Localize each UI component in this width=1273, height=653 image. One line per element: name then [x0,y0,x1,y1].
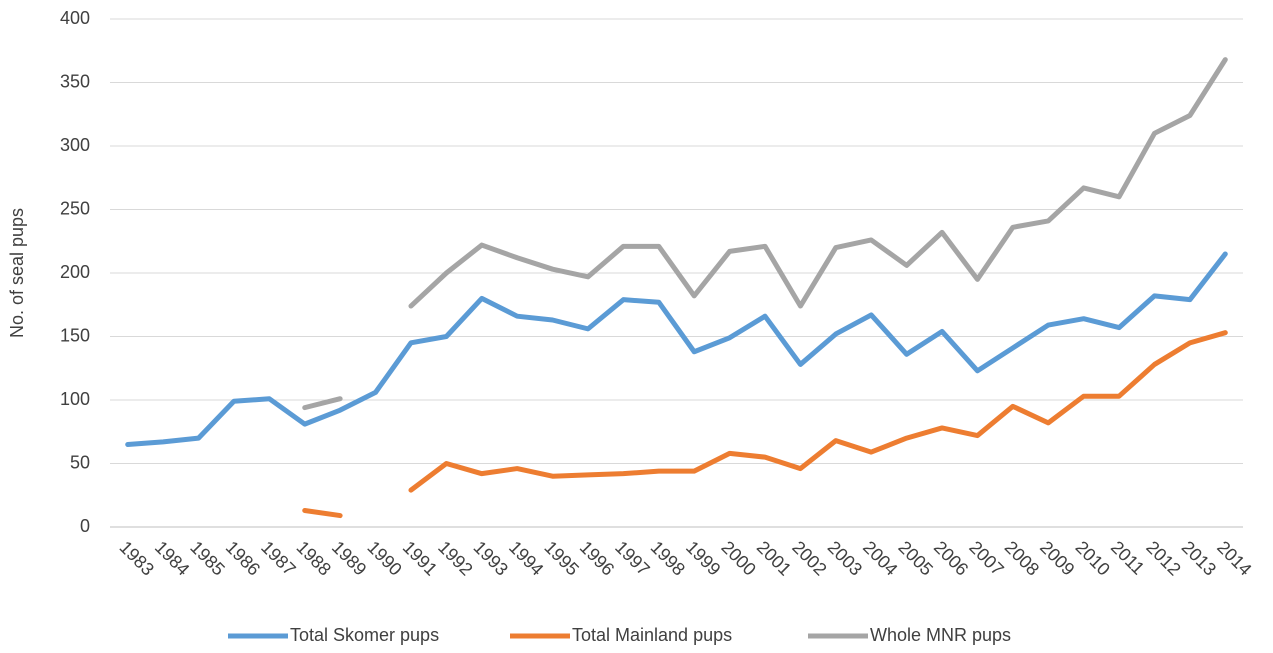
series-line [125,251,1228,447]
y-tick-label: 50 [70,452,90,472]
x-tick-label: 2013 [1178,537,1220,579]
x-tick-label: 1991 [399,537,441,579]
legend-label: Total Mainland pups [572,625,732,645]
y-axis-label: No. of seal pups [7,208,27,338]
series-line [408,330,1228,493]
x-tick-label: 1996 [576,537,618,579]
x-tick-label: 1995 [540,537,582,579]
x-tick-label: 1997 [611,537,653,579]
series-line [302,507,343,519]
legend-label: Whole MNR pups [870,625,1011,645]
x-tick-label: 1986 [222,537,264,579]
x-tick-label: 2003 [824,537,866,579]
x-tick-label: 2011 [1107,537,1149,579]
x-tick-label: 2012 [1142,537,1184,579]
x-tick-label: 1988 [293,537,335,579]
x-tick-label: 1990 [363,537,405,579]
x-tick-label: 1993 [470,537,512,579]
x-tick-label: 1999 [682,537,724,579]
x-tick-label: 1984 [151,537,193,579]
x-tick-label: 1992 [434,537,476,579]
series-line [302,396,343,411]
y-tick-label: 0 [80,516,90,536]
y-tick-label: 300 [60,135,90,155]
x-tick-label: 2009 [1036,537,1078,579]
x-tick-label: 1989 [328,537,370,579]
x-tick-label: 2002 [788,537,830,579]
y-tick-label: 400 [60,8,90,28]
x-tick-label: 2001 [753,537,795,579]
legend-label: Total Skomer pups [290,625,439,645]
x-tick-label: 1985 [186,537,228,579]
y-tick-label: 200 [60,262,90,282]
x-tick-label: 1987 [257,537,299,579]
x-tick-label: 1983 [116,537,158,579]
x-tick-label: 2006 [930,537,972,579]
x-tick-label: 2000 [717,537,759,579]
y-tick-label: 250 [60,198,90,218]
x-tick-label: 2007 [965,537,1007,579]
x-tick-label: 2005 [894,537,936,579]
x-tick-label: 2004 [859,537,901,579]
x-tick-label: 2014 [1213,537,1255,579]
series-line [408,57,1228,309]
x-tick-label: 2010 [1071,537,1113,579]
y-tick-label: 100 [60,389,90,409]
y-tick-label: 350 [60,71,90,91]
x-tick-label: 1994 [505,537,547,579]
y-tick-label: 150 [60,325,90,345]
x-tick-label: 2008 [1001,537,1043,579]
x-tick-label: 1998 [647,537,689,579]
